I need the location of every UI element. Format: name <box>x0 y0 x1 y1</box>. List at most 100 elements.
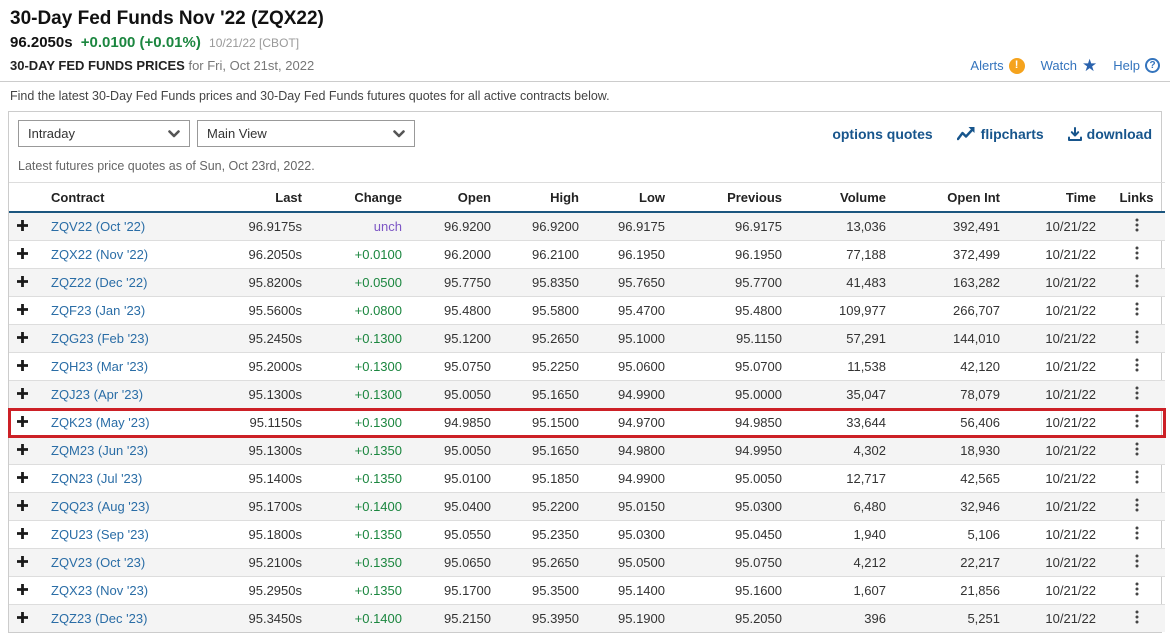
low-cell: 95.0300 <box>591 521 677 549</box>
contract-link[interactable]: ZQX23 (Nov '23) <box>51 583 148 598</box>
flipcharts-icon <box>957 126 976 141</box>
vertical-ellipsis-icon <box>1135 330 1139 344</box>
contract-link[interactable]: ZQJ23 (Apr '23) <box>51 387 143 402</box>
open-cell: 95.0400 <box>414 493 503 521</box>
vertical-ellipsis-icon <box>1135 526 1139 540</box>
open-int-cell: 22,217 <box>898 549 1012 577</box>
row-links-menu-button[interactable] <box>1135 358 1139 372</box>
row-links-menu-button[interactable] <box>1135 582 1139 596</box>
frequency-select[interactable]: Intraday <box>18 120 190 147</box>
high-cell: 96.2100 <box>503 241 591 269</box>
price-date-exchange: 10/21/22 [CBOT] <box>209 36 299 50</box>
open-int-cell: 5,251 <box>898 605 1012 633</box>
contract-link[interactable]: ZQQ23 (Aug '23) <box>51 499 150 514</box>
expand-row-button[interactable] <box>17 472 28 483</box>
table-row: ZQF23 (Jan '23) 95.5600s +0.0800 95.4800… <box>9 297 1165 325</box>
expand-column-header <box>9 183 39 213</box>
quotes-page: 30-Day Fed Funds Nov '22 (ZQX22) 96.2050… <box>0 8 1170 633</box>
high-cell: 95.1650 <box>503 381 591 409</box>
expand-row-button[interactable] <box>17 248 28 259</box>
last-cell: 96.9175s <box>229 212 314 241</box>
contract-link[interactable]: ZQX22 (Nov '22) <box>51 247 148 262</box>
expand-row-button[interactable] <box>17 612 28 623</box>
contract-link[interactable]: ZQZ23 (Dec '23) <box>51 611 147 626</box>
expand-row-button[interactable] <box>17 332 28 343</box>
contract-link[interactable]: ZQH23 (Mar '23) <box>51 359 148 374</box>
help-link[interactable]: Help ? <box>1113 58 1160 73</box>
row-links-menu-button[interactable] <box>1135 386 1139 400</box>
last-cell: 95.2450s <box>229 325 314 353</box>
watch-link[interactable]: Watch ★ <box>1041 57 1098 74</box>
table-row: ZQZ23 (Dec '23) 95.3450s +0.1400 95.2150… <box>9 605 1165 633</box>
contract-link[interactable]: ZQK23 (May '23) <box>51 415 150 430</box>
expand-row-button[interactable] <box>17 528 28 539</box>
row-links-menu-button[interactable] <box>1135 330 1139 344</box>
open-cell: 95.4800 <box>414 297 503 325</box>
expand-row-button[interactable] <box>17 416 28 427</box>
view-select[interactable]: Main View <box>197 120 415 147</box>
download-link[interactable]: download <box>1068 126 1152 142</box>
alerts-link[interactable]: Alerts ! <box>970 58 1024 74</box>
expand-row-button[interactable] <box>17 444 28 455</box>
row-links-menu-button[interactable] <box>1135 498 1139 512</box>
options-quotes-link[interactable]: options quotes <box>832 126 932 142</box>
previous-cell: 95.1600 <box>677 577 794 605</box>
row-links-menu-button[interactable] <box>1135 302 1139 316</box>
expand-row-button[interactable] <box>17 304 28 315</box>
open-int-cell: 42,565 <box>898 465 1012 493</box>
row-links-menu-button[interactable] <box>1135 610 1139 624</box>
flipcharts-link[interactable]: flipcharts <box>957 126 1044 142</box>
high-cell: 95.3950 <box>503 605 591 633</box>
vertical-ellipsis-icon <box>1135 386 1139 400</box>
contract-link[interactable]: ZQF23 (Jan '23) <box>51 303 145 318</box>
open-int-cell: 32,946 <box>898 493 1012 521</box>
row-links-menu-button[interactable] <box>1135 274 1139 288</box>
expand-row-button[interactable] <box>17 276 28 287</box>
expand-row-button[interactable] <box>17 220 28 231</box>
expand-row-button[interactable] <box>17 500 28 511</box>
open-cell: 94.9850 <box>414 409 503 437</box>
contract-link[interactable]: ZQZ22 (Dec '22) <box>51 275 147 290</box>
row-links-menu-button[interactable] <box>1135 442 1139 456</box>
low-cell: 96.1950 <box>591 241 677 269</box>
change-cell: +0.1400 <box>314 493 414 521</box>
previous-cell: 95.0700 <box>677 353 794 381</box>
table-row: ZQH23 (Mar '23) 95.2000s +0.1300 95.0750… <box>9 353 1165 381</box>
page-title: 30-Day Fed Funds Nov '22 (ZQX22) <box>10 8 1162 30</box>
change-cell: +0.1350 <box>314 521 414 549</box>
row-links-menu-button[interactable] <box>1135 554 1139 568</box>
contract-link[interactable]: ZQG23 (Feb '23) <box>51 331 149 346</box>
contract-link[interactable]: ZQN23 (Jul '23) <box>51 471 142 486</box>
previous-cell: 95.0050 <box>677 465 794 493</box>
volume-cell: 41,483 <box>794 269 898 297</box>
row-links-menu-button[interactable] <box>1135 470 1139 484</box>
high-cell: 95.2200 <box>503 493 591 521</box>
contract-link[interactable]: ZQU23 (Sep '23) <box>51 527 149 542</box>
column-header-open: Open <box>414 183 503 213</box>
row-links-menu-button[interactable] <box>1135 246 1139 260</box>
time-cell: 10/21/22 <box>1012 381 1108 409</box>
toolbar: Intraday Main View options quotes flipch… <box>9 112 1161 153</box>
last-cell: 95.2100s <box>229 549 314 577</box>
row-links-menu-button[interactable] <box>1135 218 1139 232</box>
expand-plus-icon <box>17 388 28 399</box>
help-label: Help <box>1113 58 1140 73</box>
vertical-ellipsis-icon <box>1135 442 1139 456</box>
contract-link[interactable]: ZQV23 (Oct '23) <box>51 555 145 570</box>
previous-cell: 95.4800 <box>677 297 794 325</box>
expand-row-button[interactable] <box>17 556 28 567</box>
change-cell: +0.0500 <box>314 269 414 297</box>
expand-row-button[interactable] <box>17 584 28 595</box>
last-cell: 95.3450s <box>229 605 314 633</box>
expand-row-button[interactable] <box>17 388 28 399</box>
contract-link[interactable]: ZQV22 (Oct '22) <box>51 219 145 234</box>
row-links-menu-button[interactable] <box>1135 414 1139 428</box>
open-cell: 95.0550 <box>414 521 503 549</box>
time-cell: 10/21/22 <box>1012 493 1108 521</box>
change-cell: +0.0800 <box>314 297 414 325</box>
row-links-menu-button[interactable] <box>1135 526 1139 540</box>
contract-link[interactable]: ZQM23 (Jun '23) <box>51 443 148 458</box>
table-row: ZQN23 (Jul '23) 95.1400s +0.1350 95.0100… <box>9 465 1165 493</box>
volume-cell: 13,036 <box>794 212 898 241</box>
expand-row-button[interactable] <box>17 360 28 371</box>
